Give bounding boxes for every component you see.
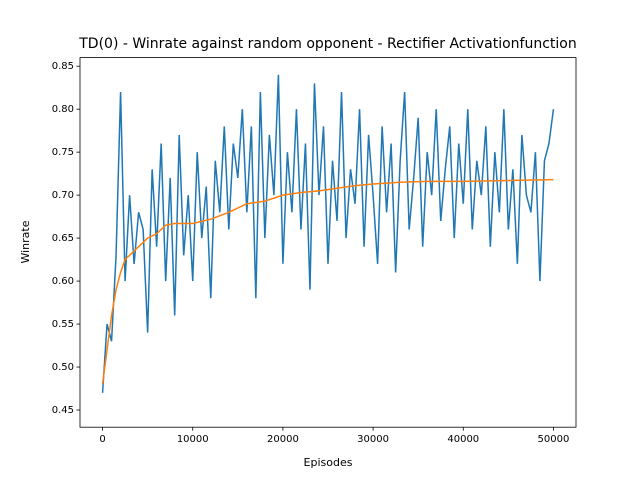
y-tick-label: 0.50 bbox=[52, 362, 74, 373]
x-tick-label: 30000 bbox=[357, 434, 389, 445]
x-tick-label: 40000 bbox=[447, 434, 479, 445]
x-tick-label: 20000 bbox=[267, 434, 299, 445]
y-tick-label: 0.85 bbox=[52, 61, 74, 72]
y-tick-label: 0.55 bbox=[52, 319, 74, 330]
data-line bbox=[101, 74, 555, 393]
y-tick-label: 0.70 bbox=[52, 190, 74, 201]
x-axis-label: Episodes bbox=[304, 456, 353, 469]
chart-title: TD(0) - Winrate against random opponent … bbox=[78, 36, 577, 52]
y-tick-label: 0.80 bbox=[52, 104, 74, 115]
x-tick-label: 50000 bbox=[538, 434, 570, 445]
plot-frame bbox=[79, 57, 577, 428]
y-tick-label: 0.65 bbox=[52, 233, 74, 244]
x-tick-label: 0 bbox=[99, 434, 105, 445]
y-tick-label: 0.75 bbox=[52, 147, 74, 158]
data-line bbox=[101, 178, 554, 385]
y-tick-label: 0.60 bbox=[52, 276, 74, 287]
y-axis-label: Winrate bbox=[19, 220, 32, 263]
x-tick-label: 10000 bbox=[177, 434, 209, 445]
y-tick-label: 0.45 bbox=[52, 405, 74, 416]
